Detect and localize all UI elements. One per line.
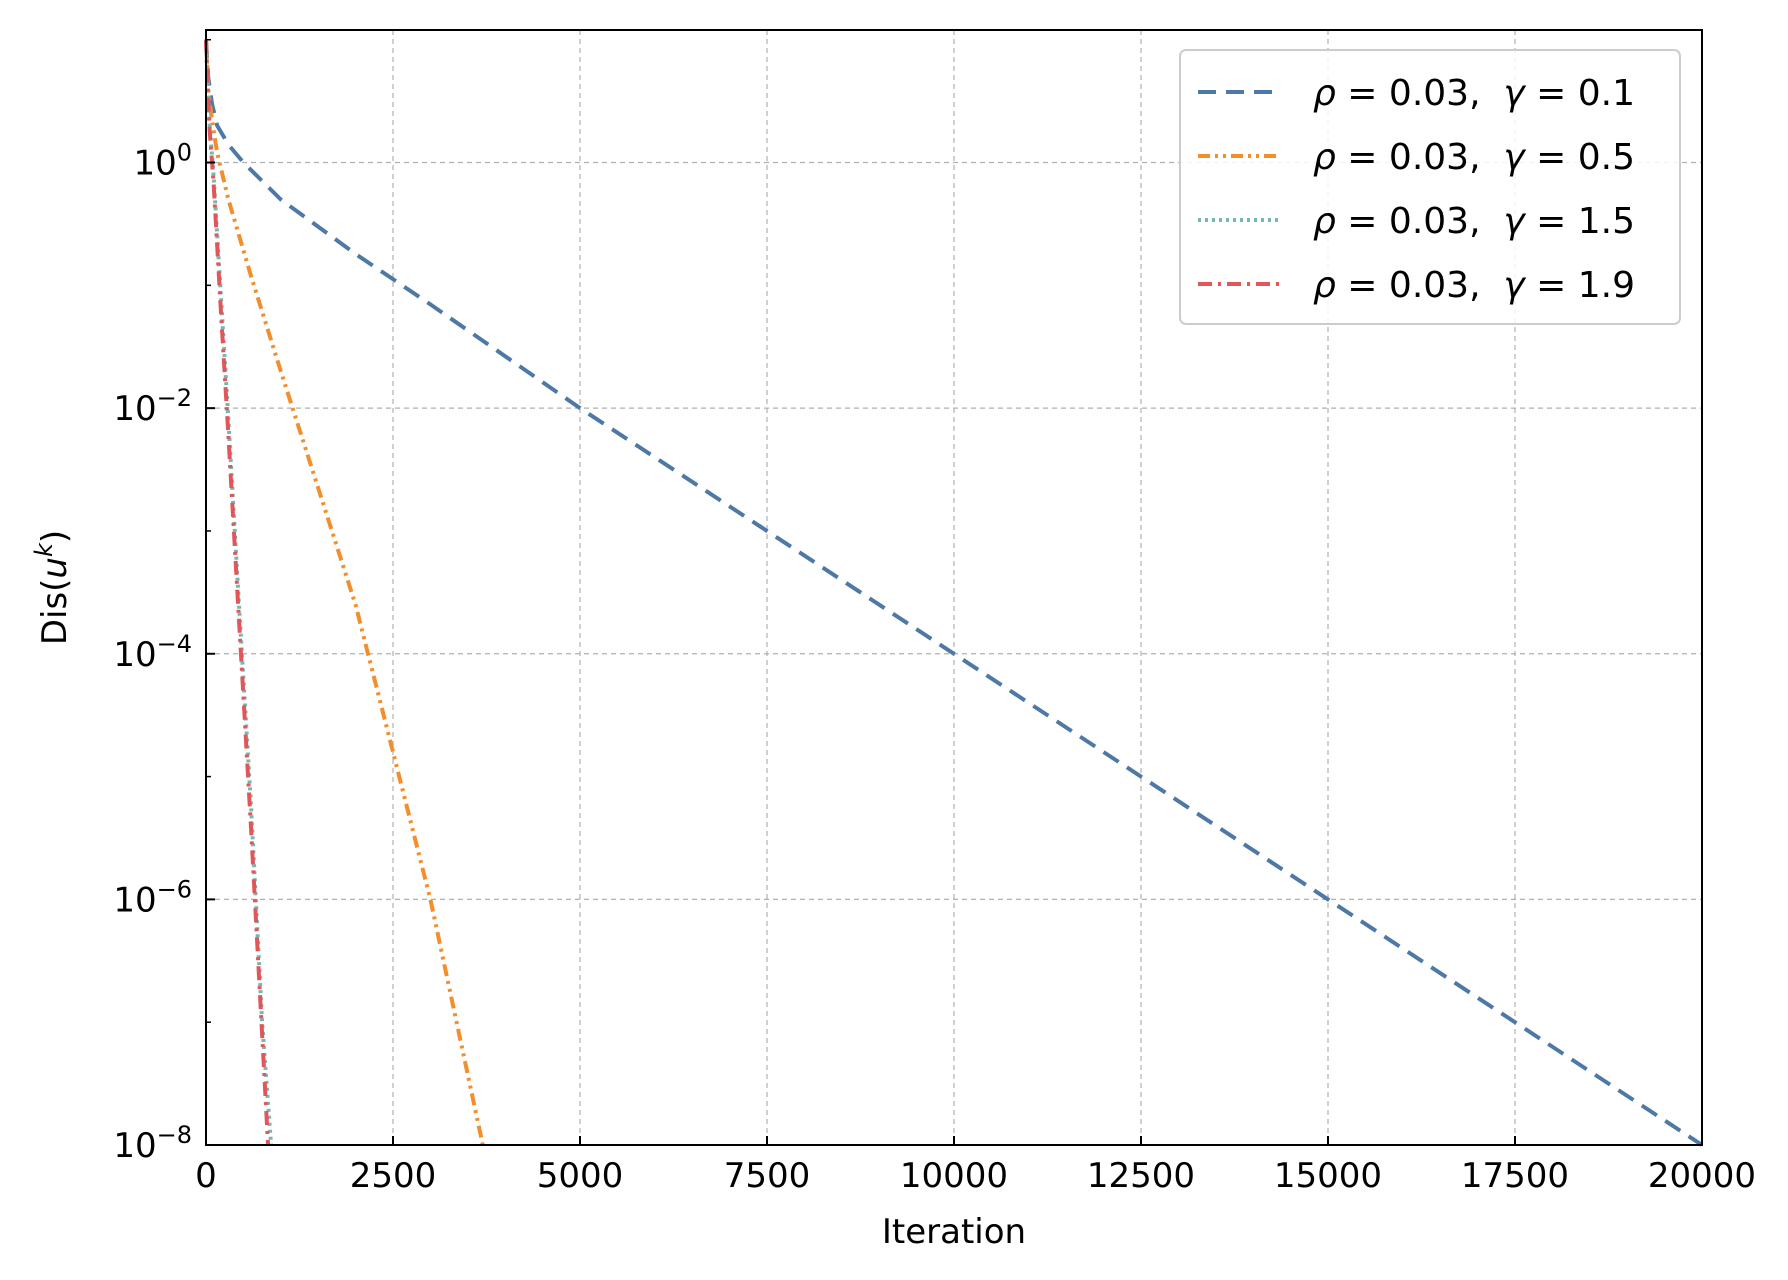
y-tick-label-exp: −8 [157, 1121, 192, 1149]
legend-label-2: ρ = 0.03, γ = 1.5 [1313, 201, 1635, 242]
y-tick-label-exp: −2 [157, 384, 192, 412]
legend-gamma: γ [1503, 73, 1526, 114]
legend-rho: ρ [1313, 265, 1336, 306]
y-axis-label-base: Dis( [35, 579, 75, 646]
y-axis-label-sup: k [30, 542, 58, 557]
legend-gamma-value: = 1.9 [1525, 265, 1635, 306]
legend-rho-value: = 0.03, [1336, 73, 1504, 114]
y-tick-label-base: 10 [113, 635, 156, 675]
legend-label-0: ρ = 0.03, γ = 0.1 [1313, 73, 1635, 114]
y-axis-label-var: u [35, 557, 75, 579]
legend-gamma: γ [1503, 137, 1526, 178]
x-tick-label: 10000 [900, 1156, 1008, 1196]
legend-rho-value: = 0.03, [1336, 137, 1504, 178]
x-axis-label: Iteration [882, 1212, 1026, 1252]
legend-gamma: γ [1503, 265, 1526, 306]
legend: ρ = 0.03, γ = 0.1ρ = 0.03, γ = 0.5ρ = 0.… [1179, 49, 1681, 325]
legend-rho-value: = 0.03, [1336, 201, 1504, 242]
series-line-3 [204, 39, 271, 1146]
x-tick-label: 15000 [1274, 1156, 1382, 1196]
y-tick-label: 10−2 [113, 384, 192, 429]
series-layer [204, 39, 1704, 1147]
y-tick-label: 10−4 [113, 630, 192, 675]
legend-gamma: γ [1503, 201, 1526, 242]
x-tick-label: 7500 [724, 1156, 811, 1196]
x-tick-label: 0 [195, 1156, 217, 1196]
legend-rho-value: = 0.03, [1336, 265, 1504, 306]
legend-rho: ρ [1313, 137, 1336, 178]
legend-gamma-value: = 0.5 [1525, 137, 1635, 178]
legend-box [1179, 49, 1681, 325]
y-tick-label: 100 [133, 139, 192, 184]
x-tick-label: 12500 [1087, 1156, 1195, 1196]
y-tick-label-exp: −4 [157, 630, 192, 658]
legend-label-3: ρ = 0.03, γ = 1.9 [1313, 265, 1635, 306]
x-tick-label: 17500 [1461, 1156, 1569, 1196]
legend-gamma-value: = 0.1 [1525, 73, 1635, 114]
x-tick-label: 5000 [537, 1156, 624, 1196]
legend-label-1: ρ = 0.03, γ = 0.5 [1313, 137, 1635, 178]
y-tick-label-base: 10 [113, 389, 156, 429]
y-tick-label-exp: −6 [157, 875, 192, 903]
legend-rho: ρ [1313, 73, 1336, 114]
y-tick-label-exp: 0 [177, 139, 192, 167]
x-tick-label: 20000 [1648, 1156, 1756, 1196]
legend-gamma-value: = 1.5 [1525, 201, 1635, 242]
legend-rho: ρ [1313, 201, 1336, 242]
y-tick-label: 10−8 [113, 1121, 192, 1166]
y-axis-label-close: ) [35, 530, 75, 543]
y-tick-label-base: 10 [113, 1126, 156, 1166]
x-tick-label: 2500 [350, 1156, 437, 1196]
series-line-1 [204, 39, 485, 1146]
y-axis-label: Dis(uk) [30, 530, 75, 645]
x-axis-ticks: 0 2500 5000 7500 10000 12500 15000 17500 20000 [195, 1136, 1756, 1196]
y-tick-label-base: 10 [113, 880, 156, 920]
y-tick-label: 10−6 [113, 875, 192, 920]
y-tick-label-base: 10 [133, 144, 176, 184]
series-line-0 [204, 39, 1704, 1147]
